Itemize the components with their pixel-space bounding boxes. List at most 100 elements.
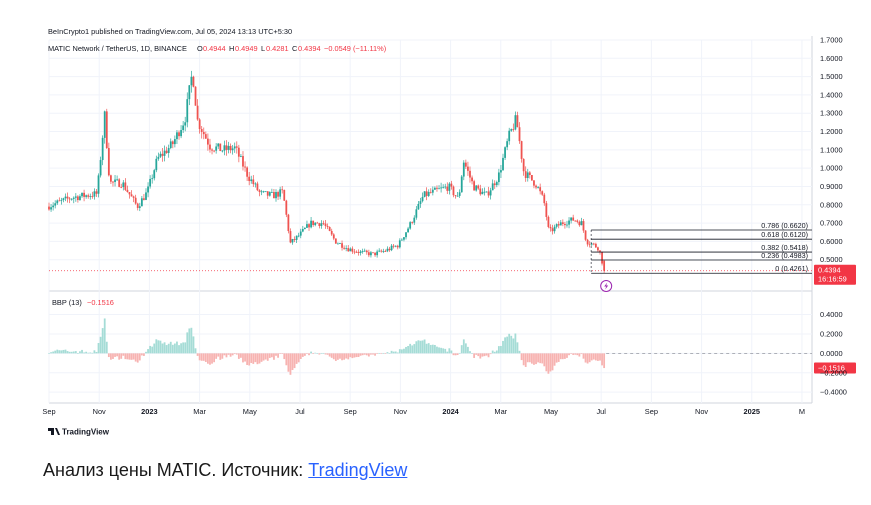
bbp-bar bbox=[330, 353, 333, 358]
bbp-bar bbox=[549, 353, 552, 372]
bbp-bar bbox=[469, 351, 471, 354]
price-chart[interactable]: 0.786 (0.6620)0.618 (0.6120) 0.382 (0.541… bbox=[0, 0, 871, 445]
bbp-bar bbox=[297, 353, 300, 363]
candle-body bbox=[444, 186, 447, 188]
candle-body bbox=[510, 129, 513, 131]
candle-body bbox=[462, 162, 465, 177]
bbp-bar bbox=[462, 339, 465, 354]
bbp-bar bbox=[403, 348, 405, 354]
bbp-bar bbox=[594, 353, 597, 361]
candle-body bbox=[159, 153, 162, 157]
bbp-bar bbox=[110, 353, 112, 360]
candle-body bbox=[502, 157, 504, 171]
candle-body bbox=[584, 230, 587, 240]
bbp-bar bbox=[359, 353, 362, 356]
candle-body bbox=[452, 186, 455, 196]
bbp-bar bbox=[559, 353, 562, 360]
tradingview-logo-text: TradingView bbox=[62, 428, 110, 437]
price-axis[interactable]: 0.5000 0.6000 0.7000 0.8000 0.9000 1.0000 1.10… bbox=[820, 36, 847, 397]
candle-body bbox=[223, 145, 226, 151]
price-tick-label: 0.9000 bbox=[820, 182, 843, 191]
candle-body bbox=[568, 220, 570, 225]
bbp-bar bbox=[83, 352, 85, 354]
bbp-bar bbox=[157, 340, 160, 354]
candle-body bbox=[500, 170, 502, 173]
bbp-bar bbox=[572, 353, 575, 355]
bbp-bar bbox=[489, 353, 492, 355]
bbp-histogram bbox=[48, 318, 606, 375]
bbp-bar bbox=[281, 353, 284, 354]
bbp-bar bbox=[72, 351, 75, 354]
change-value: −0.0549 (−11.11%) bbox=[324, 44, 386, 53]
candle-body bbox=[570, 217, 573, 221]
bbp-bar bbox=[378, 353, 381, 354]
bbp-bar bbox=[526, 353, 529, 363]
bbp-bar bbox=[582, 353, 585, 359]
candle-body bbox=[211, 149, 213, 151]
candle-body bbox=[343, 247, 346, 249]
bbp-bar bbox=[320, 353, 323, 354]
candle-body bbox=[516, 115, 519, 128]
candle-body bbox=[351, 248, 354, 252]
bbp-bar bbox=[76, 353, 79, 354]
bbp-bar bbox=[458, 352, 461, 354]
fib-level-label: 0.618 (0.6120) bbox=[761, 230, 808, 239]
candle-body bbox=[601, 251, 603, 264]
bbp-bar bbox=[351, 353, 354, 359]
candle-body bbox=[155, 158, 158, 171]
bbp-bar bbox=[570, 353, 573, 354]
bbp-bar bbox=[341, 353, 343, 361]
close-value: 0.4394 bbox=[298, 44, 321, 53]
candle-body bbox=[514, 115, 517, 130]
candle-body bbox=[246, 167, 249, 177]
bbp-bar bbox=[291, 353, 294, 371]
bbp-bar bbox=[510, 335, 513, 354]
candle-body bbox=[283, 189, 286, 201]
bbp-bar bbox=[105, 341, 108, 354]
candle-body bbox=[425, 191, 428, 196]
candle-body bbox=[328, 226, 331, 231]
bbp-bar bbox=[512, 338, 515, 354]
bbp-bar bbox=[314, 352, 317, 354]
indicator-legend: BBP (13) −0.1516 bbox=[52, 298, 114, 307]
candle-body bbox=[221, 150, 224, 152]
bbp-bar bbox=[223, 353, 226, 356]
bbp-bar bbox=[101, 328, 104, 354]
candle-body bbox=[429, 191, 432, 193]
bbp-bar bbox=[58, 350, 61, 354]
candle-body bbox=[145, 192, 147, 200]
bbp-bar bbox=[91, 352, 94, 354]
bbp-bar bbox=[564, 353, 566, 359]
candle-body bbox=[134, 197, 137, 204]
candle-body bbox=[48, 206, 50, 210]
bbp-bar bbox=[163, 342, 166, 354]
open-value: 0.4944 bbox=[203, 44, 226, 53]
ohlc-legend: MATIC Network / TetherUS, 1D, BINANCE O … bbox=[48, 44, 386, 53]
candle-body bbox=[74, 196, 77, 198]
candle-body bbox=[520, 141, 523, 159]
candle-body bbox=[508, 130, 511, 142]
candle-body bbox=[590, 243, 593, 245]
bbp-bar bbox=[343, 353, 346, 360]
candle-body bbox=[442, 186, 445, 188]
bbp-bar bbox=[603, 353, 606, 369]
candle-body bbox=[541, 191, 544, 195]
candle-body bbox=[434, 187, 436, 190]
candle-body bbox=[337, 243, 339, 245]
bbp-bar bbox=[128, 353, 131, 360]
bbp-bar bbox=[436, 346, 438, 354]
candle-body bbox=[483, 191, 486, 193]
tradingview-logo[interactable]: TradingView bbox=[48, 428, 110, 437]
low-value: 0.4281 bbox=[266, 44, 289, 53]
source-link[interactable]: TradingView bbox=[308, 460, 408, 480]
candle-body bbox=[237, 147, 240, 157]
bbp-bar bbox=[240, 353, 242, 358]
time-axis[interactable]: Sep Nov 2023 Mar May Jul Sep Nov 2024 Mar May Jul Se… bbox=[42, 407, 805, 416]
bbp-bar bbox=[153, 343, 156, 354]
candle-body bbox=[347, 248, 350, 252]
candle-body bbox=[235, 146, 238, 148]
candle-body bbox=[409, 222, 412, 229]
candle-body bbox=[440, 187, 442, 189]
bbp-bar bbox=[237, 353, 240, 359]
bbp-bar bbox=[107, 353, 110, 358]
